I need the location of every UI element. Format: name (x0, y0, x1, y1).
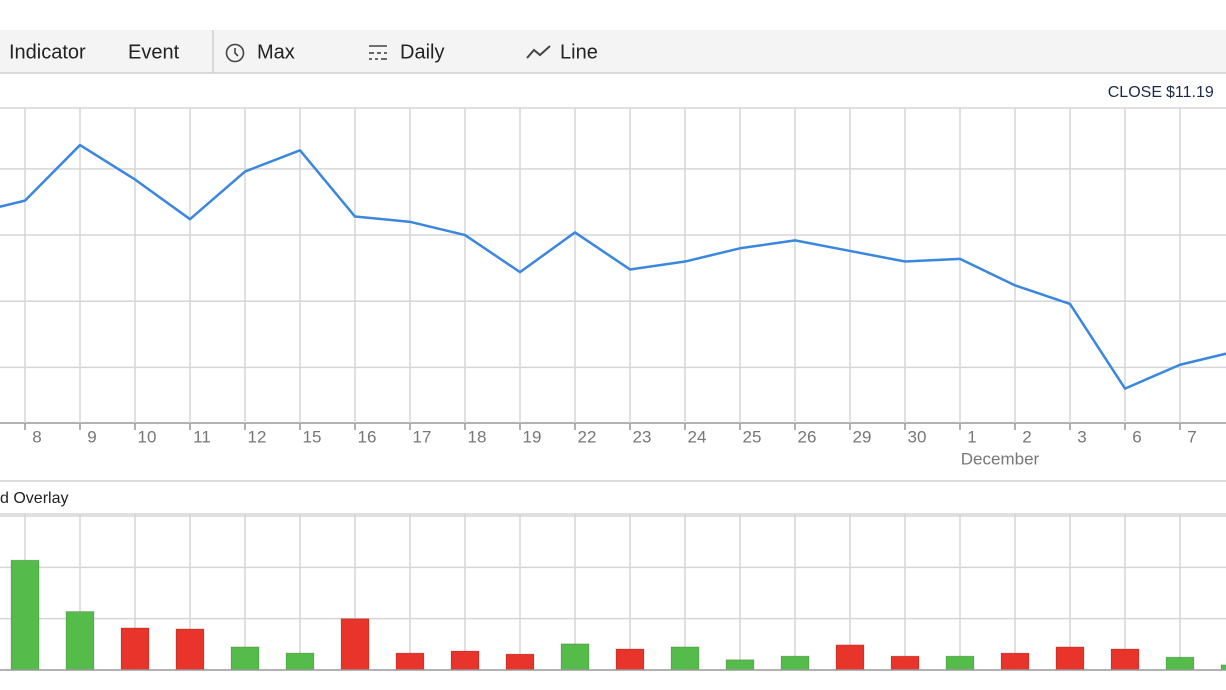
volume-bar (65, 611, 95, 671)
volume-panel-title: d Overlay (0, 490, 68, 507)
volume-bar (945, 655, 975, 671)
volume-bar (230, 646, 260, 671)
x-tick-label: 23 (633, 427, 652, 446)
x-group-label: December (961, 449, 1040, 468)
range-button[interactable]: Max (257, 41, 295, 63)
x-tick-label: 9 (87, 427, 96, 446)
clock-icon (225, 43, 245, 63)
volume-bar (175, 628, 205, 671)
x-tick-label: 2 (1022, 427, 1031, 446)
x-tick-label: 18 (468, 427, 487, 446)
toolbar (0, 30, 1226, 73)
volume-bar (340, 618, 370, 671)
x-tick-label: 8 (32, 427, 41, 446)
volume-bar (1220, 664, 1226, 671)
x-tick-label: 26 (798, 427, 817, 446)
chart-type-icon (526, 45, 551, 59)
chart-type-button[interactable]: Line (560, 41, 598, 63)
volume-bar (835, 644, 865, 671)
volume-bar (1000, 652, 1030, 671)
x-tick-label: 10 (138, 427, 157, 446)
x-tick-label: 25 (743, 427, 762, 446)
volume-bar (725, 659, 755, 671)
x-tick-label: 6 (1132, 427, 1141, 446)
volume-bar (615, 648, 645, 671)
volume-bar (285, 652, 315, 671)
x-tick-label: 22 (578, 427, 597, 446)
interval-button[interactable]: Daily (400, 41, 444, 63)
x-tick-label: 7 (1187, 427, 1196, 446)
x-tick-label: 24 (688, 427, 707, 446)
volume-bar (890, 655, 920, 671)
volume-bar (1110, 648, 1140, 671)
volume-bar (670, 646, 700, 671)
x-tick-label: 29 (853, 427, 872, 446)
volume-bar (1055, 646, 1085, 671)
grid (0, 108, 1226, 670)
x-tick-label: 15 (303, 427, 322, 446)
x-tick-label: 30 (908, 427, 927, 446)
indicator-button[interactable]: Indicator (9, 41, 86, 63)
price-line (0, 143, 1226, 390)
x-tick-label: 16 (358, 427, 377, 446)
x-tick-label: 1 (967, 427, 976, 446)
x-tick-label: 17 (413, 427, 432, 446)
volume-bar (395, 652, 425, 671)
event-button[interactable]: Event (128, 41, 180, 63)
close-label: CLOSE (1108, 84, 1162, 101)
volume-bar (10, 559, 40, 671)
x-tick-label: 11 (193, 427, 211, 446)
volume-bar (560, 643, 590, 671)
x-tick-label: 19 (523, 427, 542, 446)
x-tick-label: 3 (1077, 427, 1086, 446)
volume-bar (505, 653, 535, 671)
close-value: $11.19 (1166, 84, 1214, 101)
marks (0, 143, 1226, 671)
volume-bar (450, 650, 480, 671)
volume-bar (1165, 656, 1195, 671)
volume-bar (780, 655, 810, 671)
x-tick-label: 12 (248, 427, 267, 446)
volume-bar (120, 627, 150, 671)
interval-icon (369, 45, 387, 60)
